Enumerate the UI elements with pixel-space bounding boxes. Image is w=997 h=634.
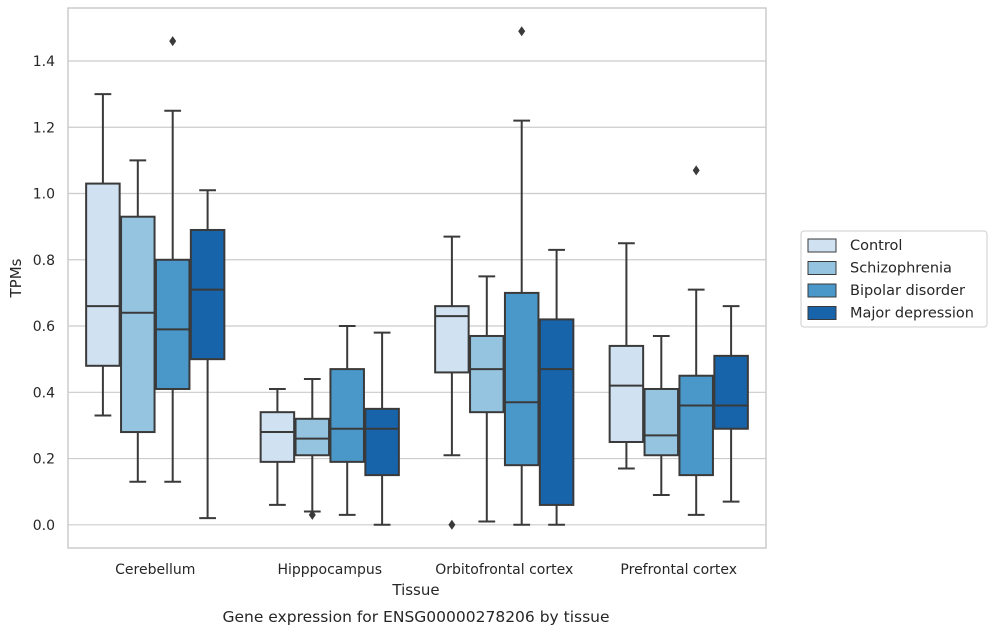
box-control [434, 235, 470, 530]
y-tick-label: 0.4 [33, 385, 55, 401]
x-tick-label: Orbitofrontal cortex [435, 562, 573, 578]
box-iqr [538, 318, 575, 506]
plot-frame [67, 7, 767, 549]
box-iqr [329, 368, 365, 463]
box-iqr [294, 417, 331, 457]
box-schizophrenia [120, 159, 156, 483]
y-tick-label: 1.2 [33, 120, 55, 136]
y-tick-label: 0.8 [33, 253, 55, 269]
box-iqr [154, 258, 191, 390]
legend-label: Bipolar disorder [850, 283, 965, 299]
y-tick-label: 0.0 [33, 518, 55, 534]
legend-label: Control [850, 238, 902, 254]
box-iqr [364, 407, 400, 477]
outlier-point [518, 26, 526, 37]
y-tick-labels: 0.0 0.2 0.4 0.6 0.8 1.0 1.2 1.4 [33, 54, 55, 534]
box-major-depression [713, 305, 749, 503]
y-tick-label: 1.0 [33, 187, 55, 203]
legend-frame [800, 230, 988, 328]
y-tick-label: 0.6 [33, 319, 55, 335]
boxes [85, 26, 749, 530]
box-iqr [608, 344, 645, 443]
box-control [85, 93, 121, 417]
box-iqr [189, 228, 226, 361]
box-iqr [434, 305, 470, 374]
box-iqr [120, 215, 156, 434]
x-axis-title: Tissue [391, 581, 439, 599]
box-schizophrenia [643, 334, 680, 496]
x-tick-label: Prefrontal cortex [620, 562, 737, 578]
box-control [608, 242, 645, 470]
x-tick-label: Hipppocampus [277, 562, 382, 578]
outlier-point [169, 36, 177, 47]
legend: Control Schizophrenia Bipolar disorder Majo… [800, 230, 988, 328]
legend-label: Major depression [850, 306, 974, 322]
box-major-depression [364, 331, 400, 526]
box-iqr [85, 182, 121, 367]
chart-caption: Gene expression for ENSG00000278206 by t… [222, 608, 609, 626]
y-axis-title: TPMs [7, 258, 25, 298]
box-bipolar-disorder [154, 36, 191, 483]
box-bipolar-disorder [329, 325, 365, 516]
box-bipolar-disorder [678, 165, 714, 516]
box-major-depression [189, 189, 226, 520]
box-schizophrenia [469, 275, 505, 523]
legend-swatch [807, 261, 837, 275]
box-schizophrenia [294, 378, 331, 520]
box-iqr [678, 374, 714, 477]
x-tick-label: Cerebellum [115, 562, 195, 578]
legend-swatch [807, 306, 837, 320]
box-iqr [503, 291, 540, 467]
box-iqr [469, 334, 505, 414]
legend-label: Schizophrenia [850, 261, 952, 277]
box-bipolar-disorder [503, 26, 540, 526]
x-tick-labels: Cerebellum Hipppocampus Orbitofrontal cort… [115, 562, 737, 578]
legend-swatch [807, 283, 837, 298]
outlier-point [692, 165, 700, 176]
legend-swatch [807, 238, 837, 253]
box-control [259, 387, 296, 506]
box-major-depression [538, 248, 575, 526]
outlier-point [308, 509, 316, 520]
box-iqr [713, 354, 749, 430]
y-tick-label: 1.4 [33, 54, 55, 70]
box-iqr [643, 387, 680, 457]
box-iqr [259, 411, 296, 463]
y-tick-label: 0.2 [33, 452, 55, 468]
outlier-point [448, 519, 456, 530]
